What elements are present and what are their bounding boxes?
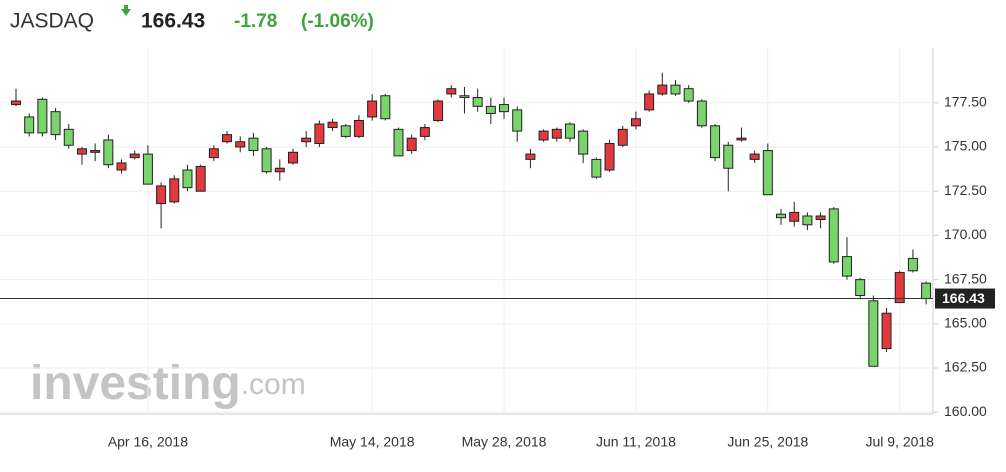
candle-body [261,148,272,173]
candle-body [340,125,351,137]
candle-body [301,137,312,143]
candle-body [776,213,787,219]
candle-body [367,100,378,118]
y-tick-label: 175.00 [944,138,987,154]
candle-body [274,167,285,173]
candle-body [235,141,246,148]
candle-body [868,300,879,367]
candle-body [710,125,721,159]
x-tick-label: Apr 16, 2018 [108,434,188,450]
y-tick-label: 167.50 [944,270,987,286]
candle-body [446,88,457,95]
candle-body [907,257,918,272]
change-percent: (-1.06%) [301,11,374,32]
watermark-suffix: .com [241,368,306,401]
candle-body [815,215,826,221]
candle-body [485,105,496,114]
y-tick-label: 177.50 [944,94,987,110]
price: 166.43 [141,10,205,33]
x-tick-label: May 28, 2018 [462,434,547,450]
candle-body [749,153,760,160]
candle-body [683,88,694,102]
watermark-brand: investing [30,357,241,410]
last-price-tag [935,288,995,309]
x-tick-label: Jul 9, 2018 [865,434,934,450]
candle-body [841,256,852,277]
candle-body [314,123,325,144]
candle-body [789,211,800,222]
candle-body [169,178,180,203]
candle-body [525,153,536,160]
candle-body [921,282,932,300]
candle-body [11,100,21,106]
candle-body [116,162,127,171]
down-arrow [121,5,131,16]
y-tick-label: 165.00 [944,315,987,331]
candle-body [103,139,114,166]
candle-body [24,116,35,134]
index-name: JASDAQ [10,10,94,33]
candle-body [76,148,87,155]
candle-body [287,151,298,164]
candle-body [208,148,219,159]
candle-body [578,130,589,155]
x-tick-label: Jun 11, 2018 [596,434,676,450]
candle-body [696,100,707,127]
candle-body [657,84,668,95]
candle-body [419,127,430,137]
x-tick-label: May 14, 2018 [330,434,415,450]
x-tick-label: Jun 25, 2018 [727,434,808,450]
candle-body [894,272,905,304]
candle-body [617,128,628,146]
y-tick-label: 172.50 [944,182,987,198]
candle-body [222,134,233,143]
candle-body [182,169,193,189]
change: -1.78 [234,11,277,32]
y-tick-label: 160.00 [944,403,987,419]
candle-body [393,128,404,157]
y-tick-label: 162.50 [944,359,987,375]
candle-body [37,98,48,134]
candle-body [538,130,549,141]
candle-body [591,158,602,178]
candle-body [802,215,813,226]
candle-body [90,150,101,153]
candle-body [142,153,153,185]
candle-body [644,93,655,111]
candle-body [604,142,615,171]
candle-body [433,100,444,121]
candle-body [129,153,140,159]
last-price-label: 166.43 [942,290,985,306]
candle-body [248,137,259,152]
y-tick-label: 170.00 [944,226,987,242]
candle-body [50,111,61,136]
candle-body [828,208,839,263]
candle-body [551,128,562,139]
candle-body [762,150,773,196]
candle-body [723,144,734,169]
candle-body [156,185,167,205]
candle-body [736,137,747,141]
candle-body [63,128,74,146]
candle-body [327,121,338,129]
candle-body [881,312,892,350]
candle-body [353,119,364,137]
candle-body [472,97,483,107]
candle-body [195,165,206,192]
candle-body [406,137,417,152]
candle-body [564,123,575,139]
candle-body [630,118,641,127]
candle-body [512,109,523,132]
candle-body [499,104,510,113]
candle-body [459,95,470,99]
candle-body [855,279,866,297]
watermark: investing.com [30,357,306,410]
candle-body [380,95,391,120]
candle-body [670,84,681,95]
